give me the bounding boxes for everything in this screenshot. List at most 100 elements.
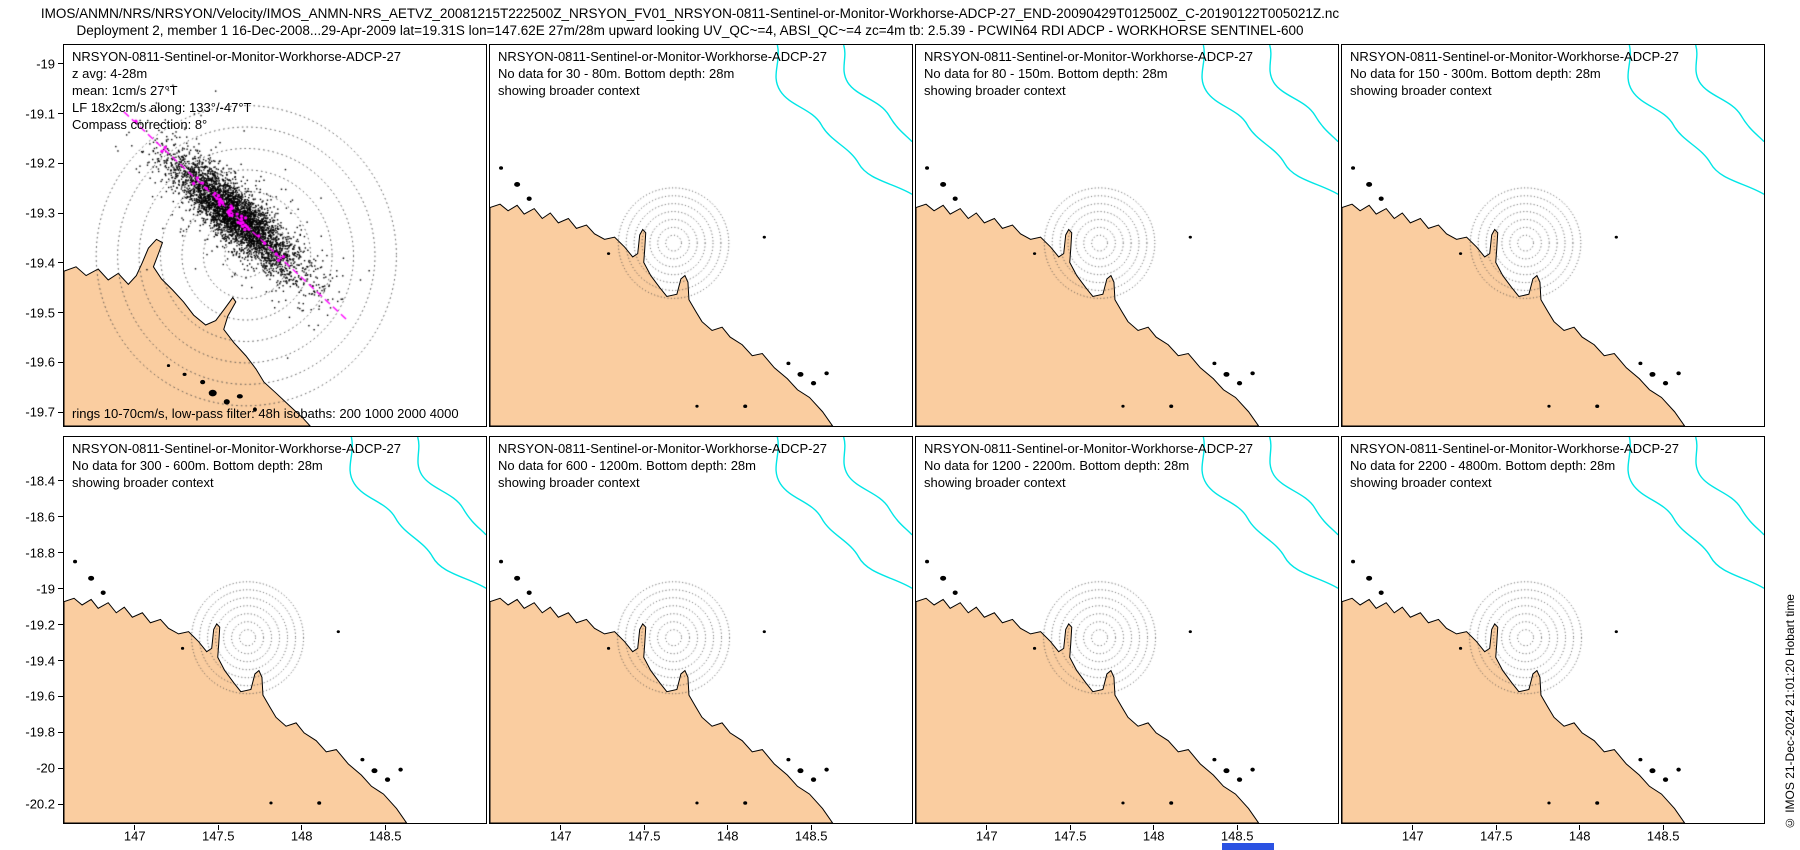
axis-tick-label: 148.5 — [1646, 828, 1680, 844]
axis-tick-mark — [58, 588, 63, 590]
lf-ellipse-label: LF 18x2cm/s along: 133°/-47°T — [72, 100, 252, 115]
axis-tick-label: 148 — [716, 828, 739, 844]
no-data-label: No data for 300 - 600m. Bottom depth: 28… — [72, 458, 323, 473]
axis-tick-mark — [560, 825, 562, 830]
speed-rings-overlay — [490, 437, 912, 823]
speed-rings-overlay — [916, 437, 1338, 823]
context-label: showing broader context — [924, 475, 1066, 490]
axis-tick-mark — [1412, 825, 1414, 830]
axis-tick-mark — [643, 825, 645, 830]
panel-1200-2200m: NRSYON-0811-Sentinel-or-Monitor-Workhors… — [915, 436, 1339, 824]
no-data-label: No data for 80 - 150m. Bottom depth: 28m — [924, 66, 1168, 81]
panel-2200-4800m: NRSYON-0811-Sentinel-or-Monitor-Workhors… — [1341, 436, 1765, 824]
axis-tick-label: 147.5 — [201, 828, 235, 844]
axis-tick-mark — [727, 825, 729, 830]
axis-tick-label: -20.2 — [25, 796, 55, 812]
axis-tick-label: -19.4 — [25, 653, 55, 669]
axis-tick-label: 147 — [1401, 828, 1424, 844]
axis-tick-label: -18.8 — [25, 545, 55, 561]
axis-tick-mark — [217, 825, 219, 830]
speed-rings-overlay — [1342, 45, 1764, 426]
axis-tick-mark — [58, 660, 63, 662]
panel-title: NRSYON-0811-Sentinel-or-Monitor-Workhors… — [72, 441, 401, 456]
context-label: showing broader context — [1350, 475, 1492, 490]
figure-title-filename: IMOS/ANMN/NRS/NRSYON/Velocity/IMOS_ANMN-… — [40, 6, 1340, 21]
axis-tick-label: 147 — [123, 828, 146, 844]
axis-tick-label: -19.1 — [25, 106, 55, 122]
axis-tick-mark — [58, 312, 63, 314]
panel-30-80m: NRSYON-0811-Sentinel-or-Monitor-Workhors… — [489, 44, 913, 427]
axis-tick-label: -19.4 — [25, 255, 55, 271]
axis-tick-label: -19.6 — [25, 688, 55, 704]
rings-legend-label: rings 10-70cm/s, low-pass filter: 48h is… — [72, 406, 459, 421]
axis-tick-label: 147 — [549, 828, 572, 844]
axis-tick-label: 148 — [290, 828, 313, 844]
axis-tick-mark — [58, 262, 63, 264]
panel-title: NRSYON-0811-Sentinel-or-Monitor-Workhors… — [498, 49, 827, 64]
axis-tick-label: -18.6 — [25, 509, 55, 525]
imos-copyright-watermark: © IMOS 21-Dec-2024 21:01:20 Hobart time — [1783, 593, 1797, 830]
axis-tick-label: 148.5 — [1220, 828, 1254, 844]
taskbar-item-indicator[interactable] — [1222, 843, 1274, 850]
context-label: showing broader context — [498, 83, 640, 98]
axis-tick-mark — [58, 803, 63, 805]
axis-tick-mark — [58, 212, 63, 214]
axis-tick-label: -19.2 — [25, 617, 55, 633]
speed-rings-overlay — [490, 45, 912, 426]
axis-tick-mark — [58, 552, 63, 554]
mean-current-label: mean: 1cm/s 27°T — [72, 83, 178, 98]
axis-tick-label: -18.4 — [25, 473, 55, 489]
axis-tick-mark — [58, 516, 63, 518]
axis-tick-mark — [58, 63, 63, 65]
axis-tick-mark — [58, 411, 63, 413]
axis-tick-mark — [58, 361, 63, 363]
axis-tick-label: -19.3 — [25, 205, 55, 221]
axis-tick-mark — [134, 825, 136, 830]
z-avg-label: z avg: 4-28m — [72, 66, 148, 81]
panel-600-1200m: NRSYON-0811-Sentinel-or-Monitor-Workhors… — [489, 436, 913, 824]
speed-rings-overlay — [64, 437, 486, 823]
axis-tick-label: 148 — [1568, 828, 1591, 844]
figure-title-deployment: Deployment 2, member 1 16-Dec-2008...29-… — [76, 23, 1304, 38]
axis-tick-label: -19.7 — [25, 404, 55, 420]
axis-tick-mark — [1662, 825, 1664, 830]
context-label: showing broader context — [498, 475, 640, 490]
axis-tick-mark — [1495, 825, 1497, 830]
axis-tick-mark — [1069, 825, 1071, 830]
panel-title: NRSYON-0811-Sentinel-or-Monitor-Workhors… — [924, 441, 1253, 456]
axis-tick-mark — [58, 480, 63, 482]
axis-tick-mark — [986, 825, 988, 830]
axis-tick-mark — [1236, 825, 1238, 830]
axis-tick-mark — [1579, 825, 1581, 830]
speed-rings-overlay — [1342, 437, 1764, 823]
axis-tick-label: 147.5 — [627, 828, 661, 844]
axis-tick-mark — [58, 695, 63, 697]
compass-correction-label: Compass correction: 8° — [72, 117, 208, 132]
axis-tick-label: -19 — [36, 56, 55, 72]
axis-tick-mark — [384, 825, 386, 830]
speed-rings-overlay — [916, 45, 1338, 426]
context-label: showing broader context — [924, 83, 1066, 98]
axis-tick-label: 148.5 — [794, 828, 828, 844]
axis-tick-mark — [58, 162, 63, 164]
axis-tick-label: -19 — [36, 581, 55, 597]
axis-tick-mark — [58, 731, 63, 733]
no-data-label: No data for 150 - 300m. Bottom depth: 28… — [1350, 66, 1601, 81]
no-data-label: No data for 600 - 1200m. Bottom depth: 2… — [498, 458, 756, 473]
axis-tick-mark — [58, 113, 63, 115]
axis-tick-label: -19.5 — [25, 305, 55, 321]
axis-tick-mark — [58, 767, 63, 769]
panel-title: NRSYON-0811-Sentinel-or-Monitor-Workhors… — [1350, 49, 1679, 64]
panel-title: NRSYON-0811-Sentinel-or-Monitor-Workhors… — [924, 49, 1253, 64]
axis-tick-mark — [810, 825, 812, 830]
axis-tick-label: -19.6 — [25, 354, 55, 370]
panel-300-600m: NRSYON-0811-Sentinel-or-Monitor-Workhors… — [63, 436, 487, 824]
axis-tick-mark — [58, 624, 63, 626]
no-data-label: No data for 2200 - 4800m. Bottom depth: … — [1350, 458, 1616, 473]
axis-tick-label: 148.5 — [368, 828, 402, 844]
context-label: showing broader context — [72, 475, 214, 490]
context-label: showing broader context — [1350, 83, 1492, 98]
velocity-scatter-overlay — [64, 45, 486, 426]
axis-tick-label: 147.5 — [1053, 828, 1087, 844]
